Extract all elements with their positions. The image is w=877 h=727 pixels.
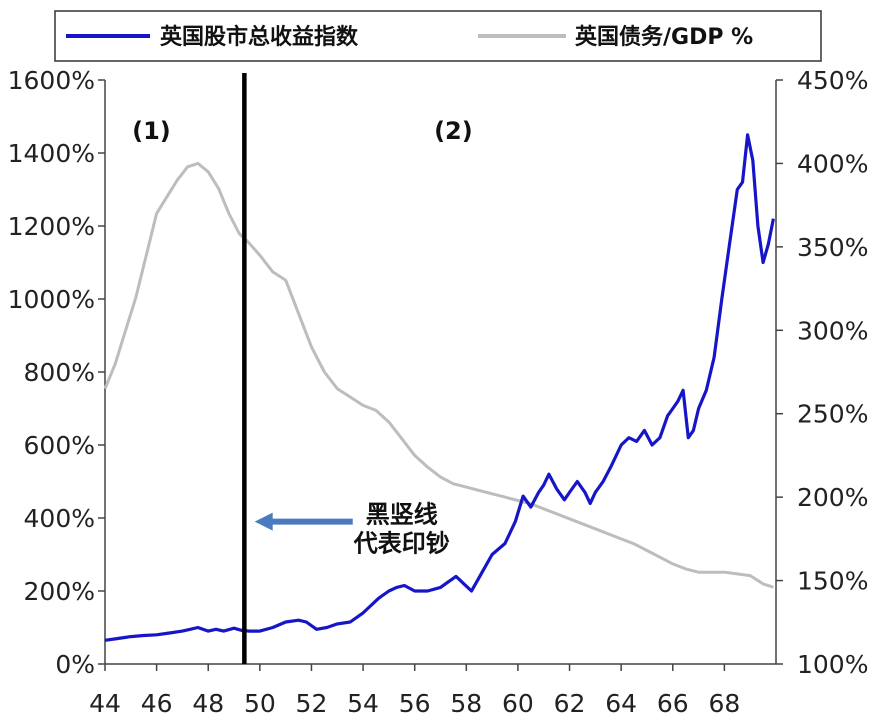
x-tick-label: 54	[347, 689, 379, 718]
x-tick-label: 68	[708, 689, 740, 718]
y-left-tick-label: 1200%	[8, 212, 95, 241]
y-right-tick-label: 350%	[797, 233, 868, 262]
arrow-head	[254, 512, 273, 531]
y-left-tick-label: 600%	[24, 431, 95, 460]
y-left-tick-label: 0%	[55, 650, 95, 679]
y-right-tick-label: 150%	[797, 567, 868, 596]
series-line-debt-gdp	[103, 161, 774, 589]
y-left-tick-label: 1400%	[8, 139, 95, 168]
y-right-tick-label: 200%	[797, 483, 868, 512]
y-left-tick-label: 1600%	[8, 66, 95, 95]
y-right-tick-label: 100%	[797, 650, 868, 679]
x-tick-label: 52	[296, 689, 328, 718]
x-tick-label: 56	[399, 689, 431, 718]
y-right-tick-label: 400%	[797, 149, 868, 178]
y-left-tick-label: 800%	[24, 358, 95, 387]
axes: 0% 200% 400% 600% 800% 1000% 1200% 1400% 1600% 10…	[8, 66, 869, 718]
y-right-tick-label: 300%	[797, 316, 868, 345]
y-left-tick-label: 200%	[24, 577, 95, 606]
x-tick-label: 50	[244, 689, 276, 718]
x-tick-label: 46	[141, 689, 173, 718]
x-tick-label: 66	[657, 689, 689, 718]
y-right-tick-label: 450%	[797, 66, 868, 95]
x-tick-label: 48	[192, 689, 224, 718]
x-tick-label: 64	[605, 689, 637, 718]
x-tick-label: 62	[554, 689, 586, 718]
y-left-tick-label: 1000%	[8, 285, 95, 314]
annotation-phase-1: (1)	[132, 117, 171, 145]
legend-label-stock: 英国股市总收益指数	[160, 24, 359, 50]
legend-box	[54, 10, 822, 62]
annotation-note-line2: 代表印钞	[353, 530, 450, 558]
series-layer	[103, 133, 775, 642]
y-right-tick-label: 250%	[797, 400, 868, 429]
x-tick-label: 60	[502, 689, 534, 718]
annotation-note-line1: 黑竖线	[366, 500, 438, 528]
y-left-tick-label: 400%	[24, 504, 95, 533]
legend-label-debt: 英国债务/GDP %	[575, 25, 753, 50]
x-tick-label: 44	[89, 689, 121, 718]
legend: 英国股市总收益指数 英国债务/GDP %	[54, 10, 822, 62]
x-tick-label: 58	[450, 689, 482, 718]
annotation-phase-2: (2)	[434, 117, 473, 145]
